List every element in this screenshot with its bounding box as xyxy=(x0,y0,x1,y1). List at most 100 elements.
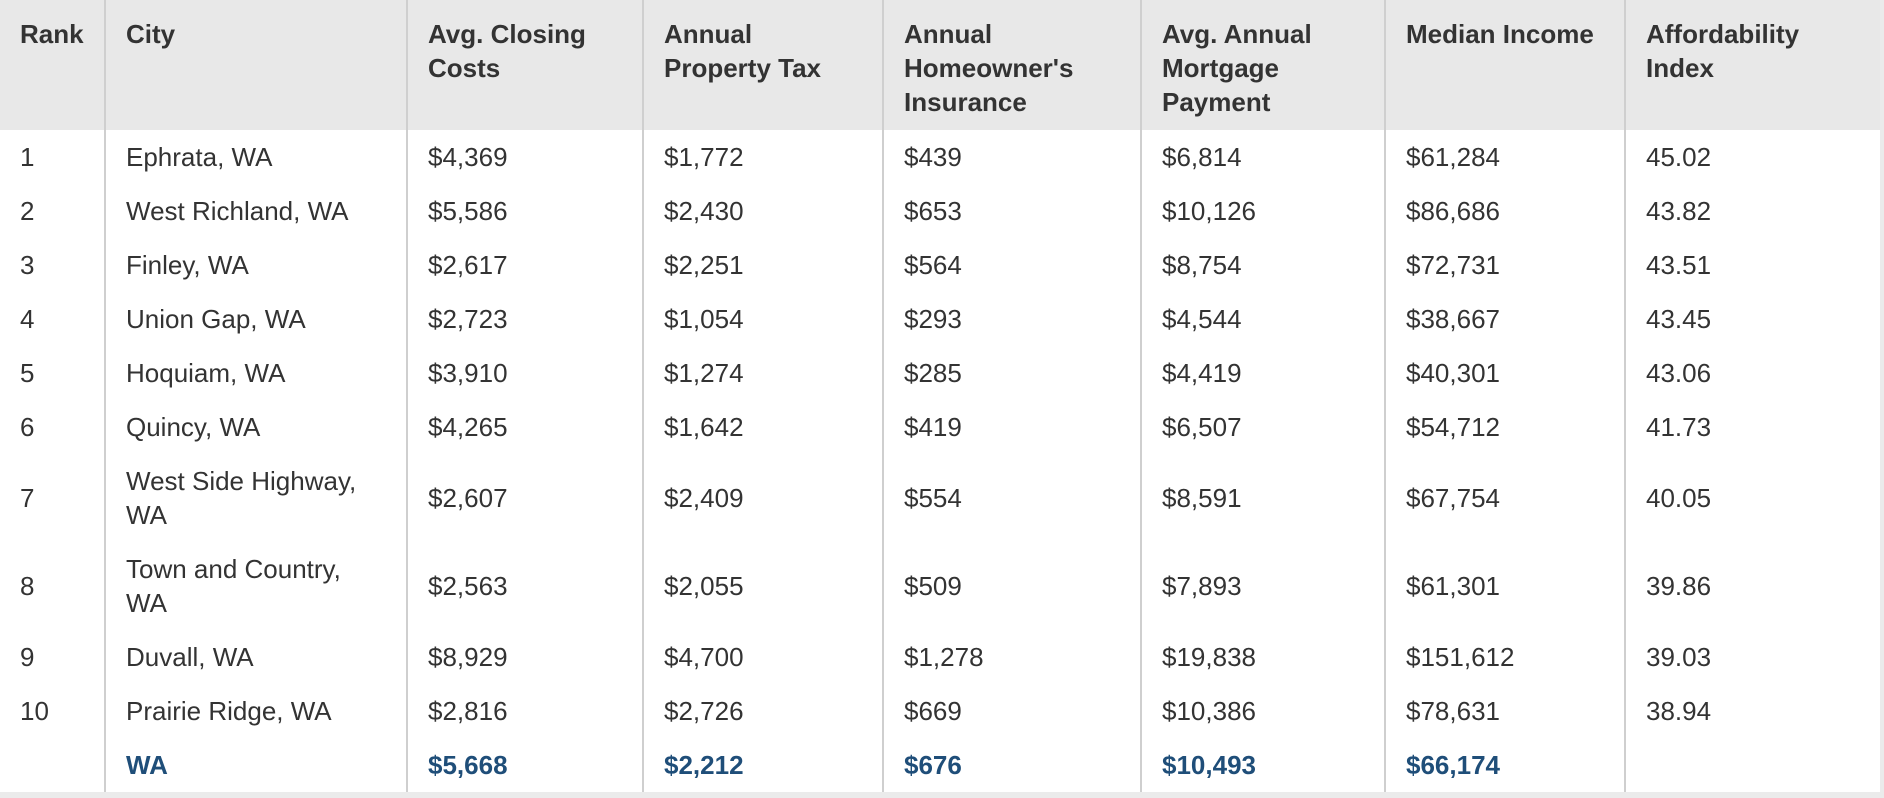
total-mortgage-payment-cell: $10,493 xyxy=(1140,738,1385,792)
property-tax-cell: $2,251 xyxy=(642,238,883,292)
property-tax-cell: $1,054 xyxy=(642,292,883,346)
median-income-cell: $38,667 xyxy=(1384,292,1625,346)
closing-costs-cell: $4,265 xyxy=(406,400,643,454)
city-cell: Union Gap, WA xyxy=(104,292,407,346)
insurance-cell: $1,278 xyxy=(882,630,1141,684)
header-property-tax[interactable]: Annual Property Tax xyxy=(642,0,883,130)
total-rank-cell xyxy=(0,738,105,792)
closing-costs-cell: $2,607 xyxy=(406,454,643,542)
mortgage-payment-cell: $4,544 xyxy=(1140,292,1385,346)
affordability-index-cell: 39.03 xyxy=(1624,630,1880,684)
closing-costs-cell: $3,910 xyxy=(406,346,643,400)
insurance-cell: $653 xyxy=(882,184,1141,238)
property-tax-cell: $2,430 xyxy=(642,184,883,238)
header-insurance[interactable]: Annual Homeowner's Insurance xyxy=(882,0,1141,130)
affordability-index-cell: 38.94 xyxy=(1624,684,1880,738)
closing-costs-cell: $2,563 xyxy=(406,542,643,630)
mortgage-payment-cell: $19,838 xyxy=(1140,630,1385,684)
table-row: 8 Town and Country, WA $2,563 $2,055 $509 $7,… xyxy=(0,542,1880,630)
table-row: 4 Union Gap, WA $2,723 $1,054 $293 $4,544 $38,… xyxy=(0,292,1880,346)
city-cell: Duvall, WA xyxy=(104,630,407,684)
property-tax-cell: $1,772 xyxy=(642,130,883,184)
mortgage-payment-cell: $10,126 xyxy=(1140,184,1385,238)
rank-cell: 9 xyxy=(20,642,35,672)
state-average-row: WA $5,668 $2,212 $676 $10,493 $66,174 xyxy=(0,738,1880,792)
property-tax-cell: $2,726 xyxy=(642,684,883,738)
rank-cell: 4 xyxy=(20,304,35,334)
mortgage-payment-cell: $8,754 xyxy=(1140,238,1385,292)
rank-cell: 5 xyxy=(20,358,35,388)
insurance-cell: $419 xyxy=(882,400,1141,454)
affordability-index-cell: 40.05 xyxy=(1624,454,1880,542)
city-cell: Quincy, WA xyxy=(104,400,407,454)
total-city-cell: WA xyxy=(104,738,407,792)
median-income-cell: $54,712 xyxy=(1384,400,1625,454)
affordability-index-cell: 45.02 xyxy=(1624,130,1880,184)
total-closing-costs-cell: $5,668 xyxy=(406,738,643,792)
property-tax-cell: $2,409 xyxy=(642,454,883,542)
header-closing-costs[interactable]: Avg. Closing Costs xyxy=(406,0,643,130)
city-cell: Prairie Ridge, WA xyxy=(104,684,407,738)
mortgage-payment-cell: $8,591 xyxy=(1140,454,1385,542)
median-income-cell: $40,301 xyxy=(1384,346,1625,400)
insurance-cell: $564 xyxy=(882,238,1141,292)
closing-costs-cell: $8,929 xyxy=(406,630,643,684)
header-mortgage-payment[interactable]: Avg. Annual Mortgage Payment xyxy=(1140,0,1385,130)
header-rank[interactable]: Rank xyxy=(0,0,105,130)
city-cell: Town and Country, WA xyxy=(104,542,407,630)
header-row: Rank City Avg. Closing Costs Annual Prop… xyxy=(0,0,1880,130)
mortgage-payment-cell: $7,893 xyxy=(1140,542,1385,630)
closing-costs-cell: $2,723 xyxy=(406,292,643,346)
median-income-cell: $67,754 xyxy=(1384,454,1625,542)
median-income-cell: $61,301 xyxy=(1384,542,1625,630)
header-city[interactable]: City xyxy=(104,0,407,130)
table-row: 9 Duvall, WA $8,929 $4,700 $1,278 $19,838 $151… xyxy=(0,630,1880,684)
mortgage-payment-cell: $10,386 xyxy=(1140,684,1385,738)
header-median-income[interactable]: Median Income xyxy=(1384,0,1625,130)
city-cell: Ephrata, WA xyxy=(104,130,407,184)
insurance-cell: $554 xyxy=(882,454,1141,542)
table-row: 3 Finley, WA $2,617 $2,251 $564 $8,754 $72,731… xyxy=(0,238,1880,292)
rank-cell: 3 xyxy=(20,250,35,280)
rank-cell: 6 xyxy=(20,412,35,442)
table-row: 7 West Side Highway, WA $2,607 $2,409 $554 $8… xyxy=(0,454,1880,542)
table-row: 5 Hoquiam, WA $3,910 $1,274 $285 $4,419 $40,30… xyxy=(0,346,1880,400)
city-cell: Finley, WA xyxy=(104,238,407,292)
affordability-index-cell: 41.73 xyxy=(1624,400,1880,454)
property-tax-cell: $4,700 xyxy=(642,630,883,684)
affordability-index-cell: 43.82 xyxy=(1624,184,1880,238)
closing-costs-cell: $5,586 xyxy=(406,184,643,238)
median-income-cell: $72,731 xyxy=(1384,238,1625,292)
affordability-index-cell: 39.86 xyxy=(1624,542,1880,630)
property-tax-cell: $2,055 xyxy=(642,542,883,630)
rank-cell: 2 xyxy=(20,196,35,226)
header-affordability-index[interactable]: Affordability Index xyxy=(1624,0,1880,130)
insurance-cell: $285 xyxy=(882,346,1141,400)
affordability-index-cell: 43.45 xyxy=(1624,292,1880,346)
property-tax-cell: $1,642 xyxy=(642,400,883,454)
closing-costs-cell: $2,816 xyxy=(406,684,643,738)
insurance-cell: $669 xyxy=(882,684,1141,738)
city-cell: West Richland, WA xyxy=(104,184,407,238)
total-median-income-cell: $66,174 xyxy=(1384,738,1625,792)
total-property-tax-cell: $2,212 xyxy=(642,738,883,792)
median-income-cell: $151,612 xyxy=(1384,630,1625,684)
total-insurance-cell: $676 xyxy=(882,738,1141,792)
affordability-index-cell: 43.51 xyxy=(1624,238,1880,292)
total-affordability-index-cell xyxy=(1624,738,1880,792)
table-row: 1 Ephrata, WA $4,369 $1,772 $439 $6,814 $61,28… xyxy=(0,130,1880,184)
table-row: 6 Quincy, WA $4,265 $1,642 $419 $6,507 $54,712… xyxy=(0,400,1880,454)
mortgage-payment-cell: $6,814 xyxy=(1140,130,1385,184)
closing-costs-cell: $4,369 xyxy=(406,130,643,184)
median-income-cell: $61,284 xyxy=(1384,130,1625,184)
median-income-cell: $86,686 xyxy=(1384,184,1625,238)
insurance-cell: $293 xyxy=(882,292,1141,346)
mortgage-payment-cell: $6,507 xyxy=(1140,400,1385,454)
median-income-cell: $78,631 xyxy=(1384,684,1625,738)
city-cell: West Side Highway, WA xyxy=(104,454,407,542)
property-tax-cell: $1,274 xyxy=(642,346,883,400)
closing-costs-cell: $2,617 xyxy=(406,238,643,292)
rank-cell: 10 xyxy=(20,696,49,726)
